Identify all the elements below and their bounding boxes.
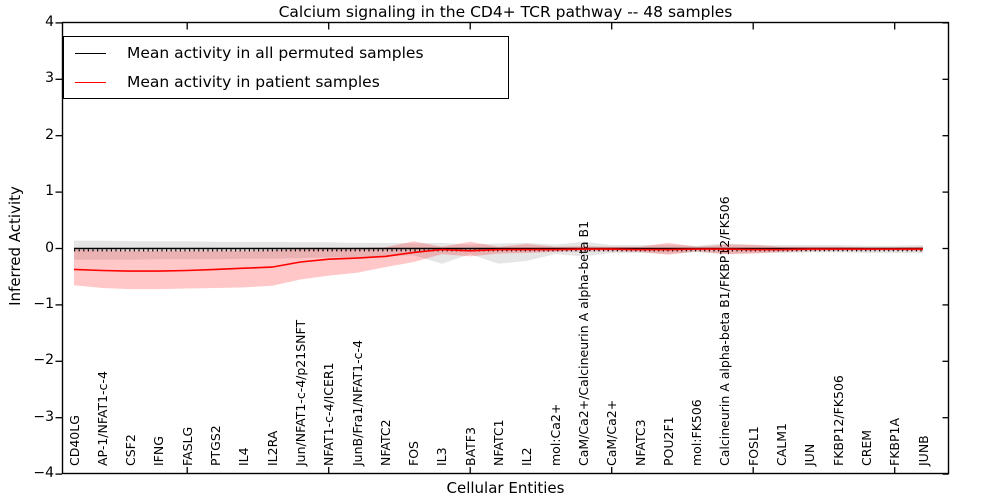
x-category-label: POU2F1 (660, 416, 676, 466)
x-category-label: CaM/Ca2+/Calcineurin A alpha-beta B1 (575, 220, 591, 466)
legend-label-permuted: Mean activity in all permuted samples (127, 44, 424, 62)
x-category-label: BATF3 (462, 427, 478, 466)
chart-title: Calcium signaling in the CD4+ TCR pathwa… (278, 3, 733, 21)
mean-line-patient (73, 248, 923, 272)
y-tick-label: 0 (45, 240, 54, 256)
y-tick-label: −3 (33, 409, 54, 425)
legend-line-patient-icon (75, 81, 106, 83)
band-permuted (74, 240, 923, 264)
x-category-label: IFNG (151, 436, 167, 466)
x-category-label: NFAT1-c-4/ICER1 (321, 362, 337, 466)
x-category-label: JunB/Fra1/NFAT1-c-4 (349, 340, 365, 466)
x-category-label: NFATC1 (491, 419, 506, 466)
x-category-label: CALM1 (774, 423, 789, 466)
x-category-label: FKBP12/FK506 (830, 375, 846, 466)
y-tick-label: 2 (45, 127, 54, 143)
x-category-label: NFATC2 (377, 419, 393, 466)
x-category-label: Jun/NFAT1-c-4/p21SNFT (292, 319, 308, 466)
x-category-label: IL3 (434, 447, 450, 466)
legend-entry-patient: Mean activity in patient samples (64, 69, 508, 95)
y-tick-label: 1 (45, 183, 54, 199)
x-category-label: IL2 (519, 447, 535, 466)
x-category-label: JUN (802, 443, 818, 466)
band-patient (74, 241, 923, 290)
x-category-label: CD40LG (66, 415, 82, 466)
x-category-label: FKBP1A (887, 417, 903, 466)
x-category-label: IL2RA (264, 430, 280, 466)
legend-line-permuted-icon (75, 52, 106, 54)
x-category-label: IL4 (236, 447, 252, 466)
x-category-label: FOS (406, 441, 422, 466)
x-category-label: mol:FK506 (689, 399, 705, 466)
legend-entry-permuted: Mean activity in all permuted samples (64, 40, 508, 66)
x-axis-label: Cellular Entities (446, 479, 565, 497)
y-axis-label: Inferred Activity (6, 186, 24, 306)
x-category-label: FOSL1 (745, 426, 761, 466)
y-tick-label: 3 (45, 70, 54, 86)
x-category-label: NFATC3 (632, 419, 648, 466)
x-category-label: CREM (858, 429, 874, 466)
y-tick-label: −1 (33, 296, 54, 312)
x-category-label: FASLG (179, 426, 195, 466)
x-category-label: JUNB (915, 435, 931, 466)
y-tick-label: −4 (33, 465, 54, 481)
x-category-label: Calcineurin A alpha-beta B1/FKBP12/FK506 (717, 196, 733, 466)
x-category-label: PTGS2 (208, 425, 223, 466)
legend: Mean activity in all permuted samples Me… (63, 36, 509, 99)
legend-label-patient: Mean activity in patient samples (127, 73, 380, 91)
x-category-label: CaM/Ca2+ (604, 399, 620, 466)
x-category-label: AP-1/NFAT1-c-4 (94, 371, 110, 466)
x-category-label: mol:Ca2+ (547, 403, 563, 466)
y-tick-label: 4 (45, 14, 54, 30)
x-category-label: CSF2 (123, 434, 139, 466)
y-tick-label: −2 (33, 352, 54, 368)
